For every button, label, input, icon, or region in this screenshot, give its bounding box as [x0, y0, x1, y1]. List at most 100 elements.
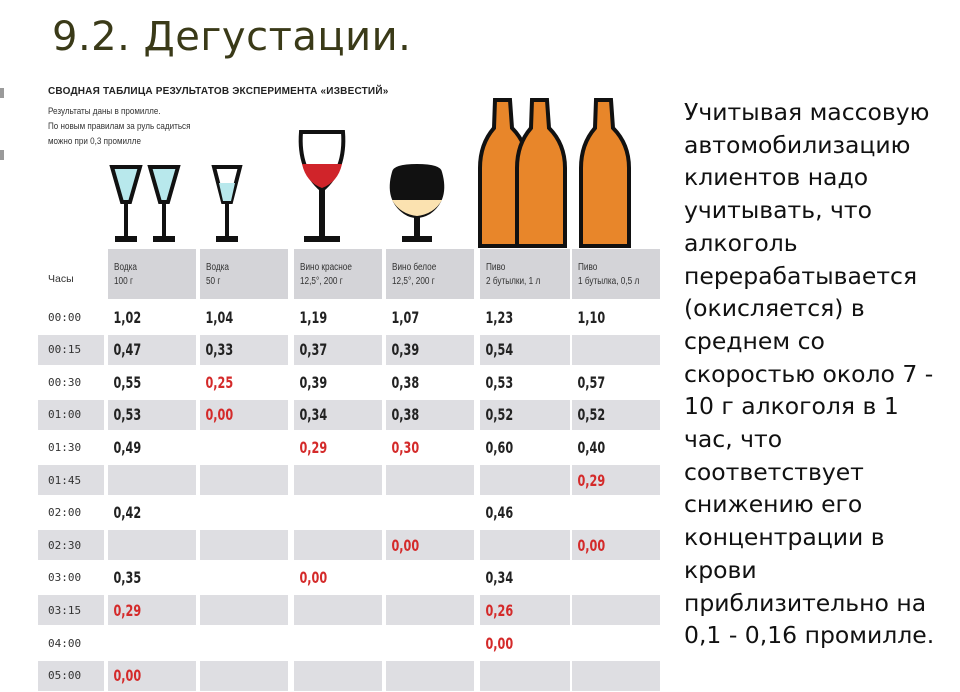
value-cell	[200, 498, 288, 528]
value-cell	[200, 432, 288, 462]
column-header: Пиво 1 бутылка, 0,5 л	[572, 249, 660, 299]
table-title: Сводная таблица результатов эксперимента…	[48, 86, 389, 97]
value-cell: 1,10	[572, 302, 660, 332]
value-cell	[386, 465, 474, 495]
value-text: 1,04	[205, 307, 234, 327]
value-cell: 0,25	[200, 367, 288, 397]
value-text: 1,02	[113, 307, 142, 327]
table-header-row: Часы Водка 100 г Водка 50 г Вино красное 12…	[38, 249, 660, 299]
value-cell: 1,23	[480, 302, 570, 332]
value-cell: 0,49	[108, 432, 196, 462]
time-cell: 03:15	[38, 595, 104, 626]
table-row: 03:00 0,35 0,00 0,34	[38, 563, 660, 593]
time-column-header: Часы	[48, 273, 74, 285]
value-cell: 0,46	[480, 498, 570, 528]
value-text: 0,00	[299, 568, 328, 588]
value-cell: 0,38	[386, 367, 474, 397]
beer-bottle-icon	[478, 98, 530, 248]
table-note: можно при 0,3 промилле	[48, 136, 141, 147]
column-header: Водка 50 г	[200, 249, 288, 299]
time-cell: 01:00	[38, 399, 104, 430]
table-row: 02:30 0,00 0,00	[38, 530, 660, 561]
value-text: 0,34	[299, 405, 328, 425]
time-cell: 03:00	[48, 571, 82, 585]
value-cell: 0,55	[108, 367, 196, 397]
value-cell: 1,04	[200, 302, 288, 332]
value-cell: 0,53	[108, 399, 196, 430]
value-text: 1,07	[391, 307, 420, 327]
value-text: 0,57	[577, 372, 606, 392]
value-text: 0,25	[205, 372, 234, 392]
value-text: 0,00	[391, 535, 420, 555]
value-text: 0,54	[485, 340, 514, 360]
value-text: 0,38	[391, 405, 420, 425]
value-text: 0,60	[485, 437, 514, 457]
table-row: 01:45 0,29	[38, 465, 660, 495]
value-cell: 0,57	[572, 367, 660, 397]
value-cell	[572, 563, 660, 593]
value-text: 0,00	[113, 666, 142, 686]
value-text: 0,39	[391, 340, 420, 360]
value-text: 0,49	[113, 437, 142, 457]
beer-bottle-icon	[579, 98, 631, 248]
value-text: 1,10	[577, 307, 606, 327]
value-cell	[294, 530, 382, 561]
value-cell: 0,00	[386, 530, 474, 561]
beer-bottle-icon	[515, 98, 567, 248]
value-cell: 0,60	[480, 432, 570, 462]
value-cell: 1,19	[294, 302, 382, 332]
value-cell: 1,02	[108, 302, 196, 332]
value-text: 1,19	[299, 307, 328, 327]
value-cell: 0,38	[386, 399, 474, 430]
time-cell: 00:00	[48, 310, 82, 324]
value-text: 0,00	[485, 633, 514, 653]
value-cell	[480, 530, 570, 561]
value-cell: 0,39	[386, 334, 474, 365]
value-cell	[200, 628, 288, 658]
value-cell: 0,34	[480, 563, 570, 593]
value-text: 0,42	[113, 503, 142, 523]
value-text: 0,46	[485, 503, 514, 523]
time-cell: 02:30	[38, 530, 104, 561]
value-text: 0,34	[485, 568, 514, 588]
value-cell: 0,26	[480, 595, 570, 626]
value-cell	[200, 595, 288, 626]
value-cell	[108, 628, 196, 658]
value-cell: 0,47	[108, 334, 196, 365]
value-cell	[200, 530, 288, 561]
slide-title: 9.2. Дегустации.	[52, 14, 412, 60]
value-cell	[386, 628, 474, 658]
vodka-glass-icon	[211, 165, 243, 242]
value-cell	[480, 465, 570, 495]
value-cell	[480, 660, 570, 691]
table-row: 00:15 0,47 0,33 0,37 0,39 0,54	[38, 334, 660, 365]
value-cell: 0,00	[572, 530, 660, 561]
time-cell: 04:00	[48, 636, 82, 650]
value-cell: 1,07	[386, 302, 474, 332]
value-text: 0,37	[299, 340, 328, 360]
value-text: 0,53	[113, 405, 142, 425]
value-cell	[572, 498, 660, 528]
cognac-glass-icon	[389, 164, 445, 242]
value-cell	[386, 660, 474, 691]
explanation-text: Учитывая массовую автомобилизацию клиент…	[684, 98, 935, 650]
table-row: 02:00 0,42 0,46	[38, 498, 660, 528]
value-cell	[200, 660, 288, 691]
table-row: 01:30 0,49 0,29 0,30 0,60 0,40	[38, 432, 660, 462]
table-note: Результаты даны в промилле.	[48, 106, 161, 117]
value-cell	[200, 563, 288, 593]
value-cell: 0,40	[572, 432, 660, 462]
value-cell: 0,52	[480, 399, 570, 430]
value-cell: 0,37	[294, 334, 382, 365]
vodka-glass-icon	[147, 165, 181, 242]
value-cell	[294, 628, 382, 658]
column-header: Вино белое 12,5°, 200 г	[386, 249, 474, 299]
value-cell	[108, 465, 196, 495]
value-text: 1,23	[485, 307, 514, 327]
value-text: 0,40	[577, 437, 606, 457]
value-cell	[572, 595, 660, 626]
value-cell: 0,00	[200, 399, 288, 430]
value-text: 0,30	[391, 437, 420, 457]
value-cell: 0,53	[480, 367, 570, 397]
value-cell	[572, 628, 660, 658]
